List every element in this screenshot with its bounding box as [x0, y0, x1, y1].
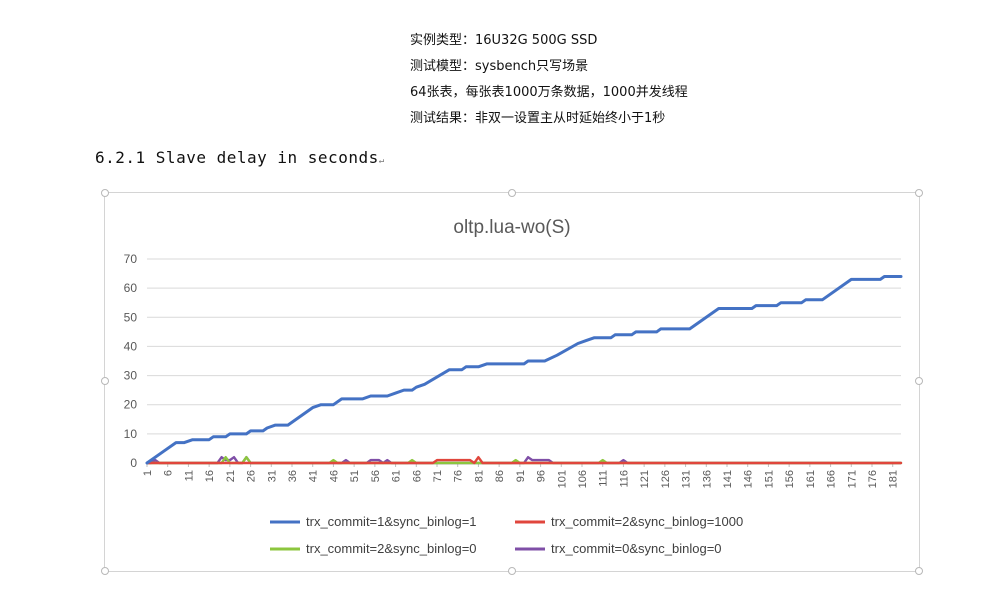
x-tick-label: 86 [494, 470, 506, 482]
x-tick-label: 31 [266, 470, 278, 482]
legend-label-2: trx_commit=2&sync_binlog=1000 [551, 514, 743, 529]
x-tick-label: 136 [701, 470, 713, 488]
x-axis-ticks: 1 6 11 16 21 26 31 36 41 46 51 56 61 66 71 76 81 86 91 96 10… [142, 463, 900, 488]
x-tick-label: 141 [722, 470, 734, 488]
x-tick-label: 131 [681, 470, 693, 488]
x-tick-label: 6 [163, 470, 175, 476]
table-config-line: 64张表，每张表1000万条数据，1000并发线程 [410, 85, 688, 100]
x-tick-label: 81 [473, 470, 485, 482]
y-tick-label: 50 [124, 310, 138, 324]
chart-frame[interactable]: oltp.lua-wo(S) 0 10 20 30 40 50 60 70 1 6 11 16 21 2… [101, 189, 923, 575]
x-tick-label: 111 [598, 470, 610, 487]
test-result-line: 测试结果：非双一设置主从时延始终小于1秒 [410, 111, 666, 126]
y-axis-ticks: 0 10 20 30 40 50 60 70 [124, 252, 138, 470]
resize-handle-right[interactable] [915, 377, 923, 385]
x-tick-label: 161 [805, 470, 817, 488]
x-tick-label: 71 [432, 470, 444, 482]
resize-handle-bottom[interactable] [508, 567, 516, 575]
y-tick-label: 70 [124, 252, 138, 266]
resize-handle-top-left[interactable] [101, 189, 109, 197]
series-lines [145, 275, 903, 465]
x-tick-label: 151 [763, 470, 775, 488]
x-tick-label: 91 [515, 470, 527, 482]
x-tick-label: 46 [328, 470, 340, 482]
resize-handle-bottom-right[interactable] [915, 567, 923, 575]
y-tick-label: 20 [124, 398, 138, 412]
x-tick-label: 26 [246, 470, 258, 482]
x-tick-label: 176 [867, 470, 879, 488]
x-tick-label: 1 [142, 470, 154, 476]
x-tick-label: 156 [784, 470, 796, 488]
resize-handle-left[interactable] [101, 377, 109, 385]
x-tick-label: 171 [846, 470, 858, 488]
test-model-line: 测试模型：sysbench只写场景 [410, 59, 589, 74]
section-heading: 6.2.1 Slave delay in seconds↵ [95, 148, 385, 167]
x-tick-label: 116 [618, 470, 630, 488]
x-tick-label: 146 [743, 470, 755, 488]
x-tick-label: 76 [453, 470, 465, 482]
x-tick-label: 181 [888, 470, 900, 488]
resize-handle-top-right[interactable] [915, 189, 923, 197]
series-line-2 [145, 456, 903, 465]
paragraph-mark-icon: ↵ [378, 156, 385, 166]
x-tick-label: 16 [204, 470, 216, 482]
series-line-1 [145, 275, 903, 465]
chart-title: oltp.lua-wo(S) [453, 217, 570, 238]
x-tick-label: 56 [370, 470, 382, 482]
y-tick-label: 0 [130, 456, 137, 470]
resize-handle-bottom-left[interactable] [101, 567, 109, 575]
y-tick-label: 30 [124, 369, 138, 383]
gridlines [147, 258, 901, 464]
x-tick-label: 96 [536, 470, 548, 482]
x-tick-label: 36 [287, 470, 299, 482]
legend-label-4: trx_commit=0&sync_binlog=0 [551, 541, 722, 556]
x-tick-label: 61 [391, 470, 403, 482]
x-tick-label: 51 [349, 470, 361, 482]
x-tick-label: 106 [577, 470, 589, 488]
x-tick-label: 41 [308, 470, 320, 482]
legend: trx_commit=1&sync_binlog=1 trx_commit=2&s… [270, 514, 743, 556]
y-tick-label: 10 [124, 427, 138, 441]
y-tick-label: 60 [124, 281, 138, 295]
x-tick-label: 66 [411, 470, 423, 482]
y-tick-label: 40 [124, 339, 138, 353]
section-heading-text: 6.2.1 Slave delay in seconds [95, 148, 379, 167]
legend-label-3: trx_commit=2&sync_binlog=0 [306, 541, 477, 556]
document-text-block: 实例类型：16U32G 500G SSD 测试模型：sysbench只写场景 6… [410, 28, 688, 132]
x-tick-label: 101 [556, 470, 568, 488]
x-tick-label: 21 [225, 470, 237, 482]
legend-label-1: trx_commit=1&sync_binlog=1 [306, 514, 477, 529]
instance-type-line: 实例类型：16U32G 500G SSD [410, 33, 598, 48]
x-tick-label: 121 [639, 470, 651, 488]
resize-handle-top[interactable] [508, 189, 516, 197]
x-tick-label: 126 [660, 470, 672, 488]
x-tick-label: 11 [183, 470, 195, 481]
x-tick-label: 166 [826, 470, 838, 488]
